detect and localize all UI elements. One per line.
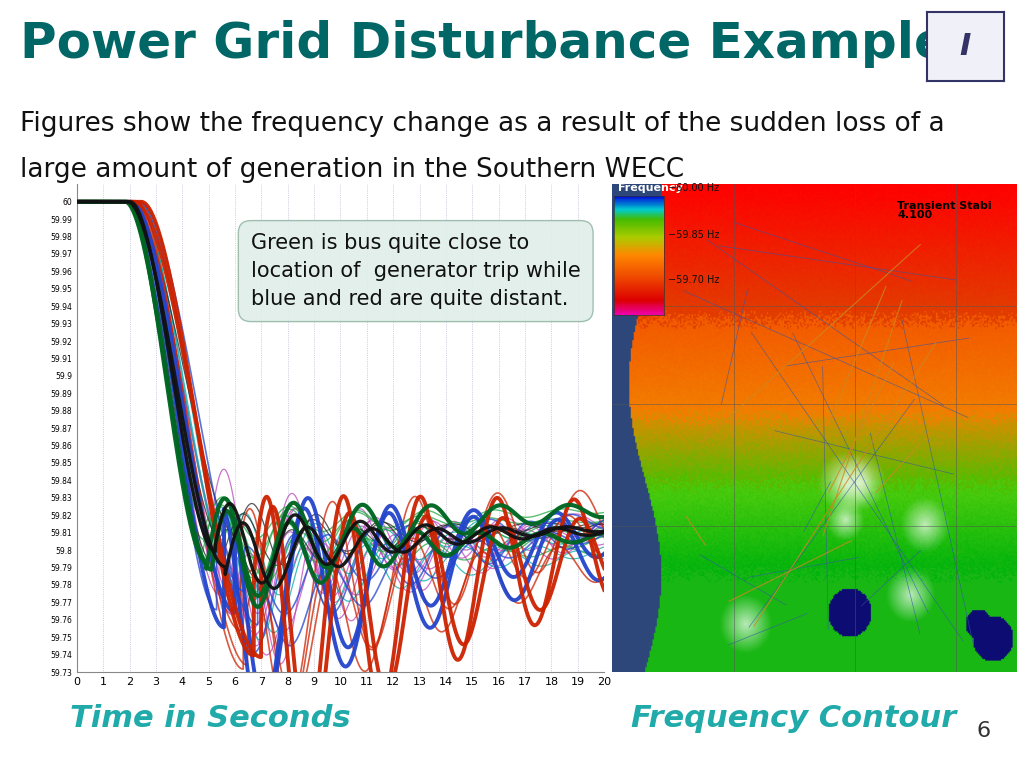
Text: −59.70 Hz: −59.70 Hz [668,275,719,286]
Text: 4.100: 4.100 [897,210,932,220]
Text: I: I [959,31,971,61]
Text: Power Grid Disturbance Example: Power Grid Disturbance Example [20,20,948,68]
Text: Time in Seconds: Time in Seconds [70,703,350,733]
Text: Transient Stabi: Transient Stabi [897,200,991,210]
Text: large amount of generation in the Southern WECC: large amount of generation in the Southe… [20,157,685,184]
Text: Frequency: Frequency [618,183,683,194]
Text: −60.00 Hz: −60.00 Hz [668,183,719,194]
Text: Green is bus quite close to
location of  generator trip while
blue and red are q: Green is bus quite close to location of … [251,233,581,309]
Text: −59.85 Hz: −59.85 Hz [668,230,719,240]
Text: Frequency Contour: Frequency Contour [631,703,956,733]
Text: 6: 6 [976,721,990,741]
Text: Figures show the frequency change as a result of the sudden loss of a: Figures show the frequency change as a r… [20,111,945,137]
